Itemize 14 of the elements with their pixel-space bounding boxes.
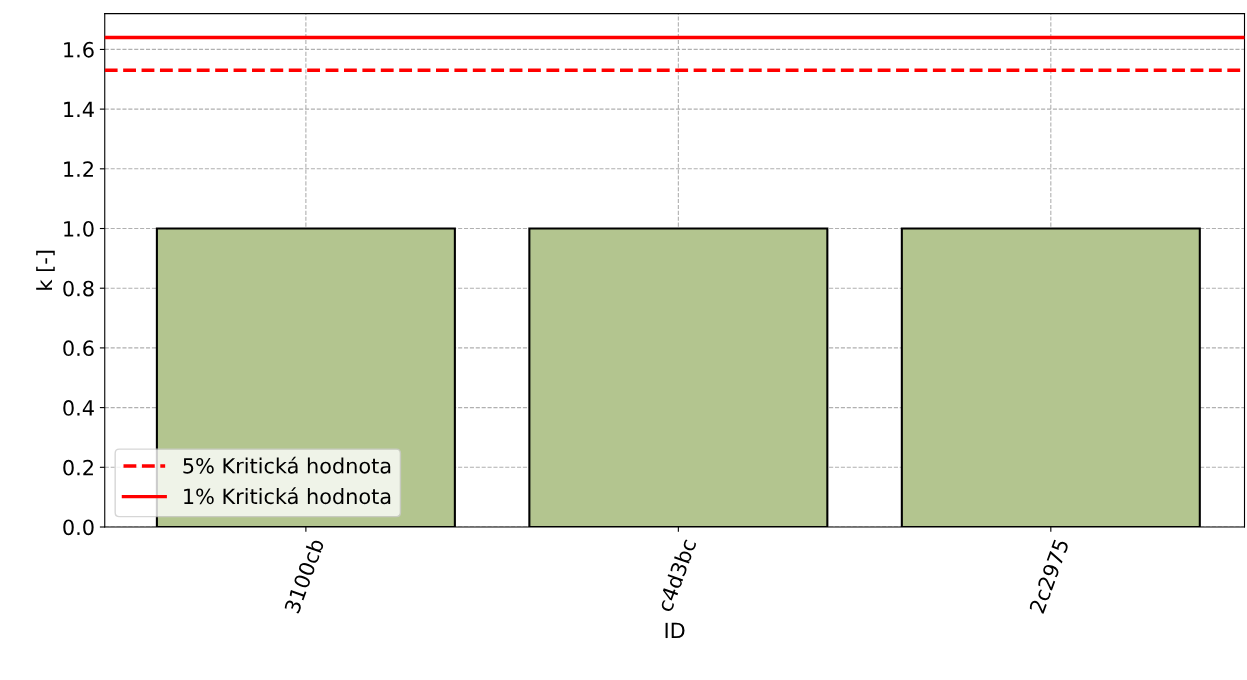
y-tick-label: 0.8 — [63, 280, 94, 297]
y-tick-label: 1.4 — [64, 101, 94, 118]
y-tick-label: 0.2 — [63, 459, 93, 476]
y-tick-label: 0.0 — [63, 519, 94, 536]
x-tick-label: c4d3bc — [656, 537, 697, 613]
y-tick-label: 0.4 — [63, 400, 94, 416]
legend-label: 1% Kritická hodnota — [184, 487, 391, 505]
legend-label: 5% Kritická hodnota — [183, 456, 391, 474]
y-tick-label: 1.2 — [64, 161, 93, 177]
y-tick-label: 1.0 — [64, 220, 94, 237]
y-tick-label: 1.6 — [64, 41, 94, 58]
x-axis-title: ID — [665, 622, 685, 639]
y-tick-label: 0.6 — [63, 340, 94, 357]
y-axis-title: k [-] — [36, 250, 55, 290]
